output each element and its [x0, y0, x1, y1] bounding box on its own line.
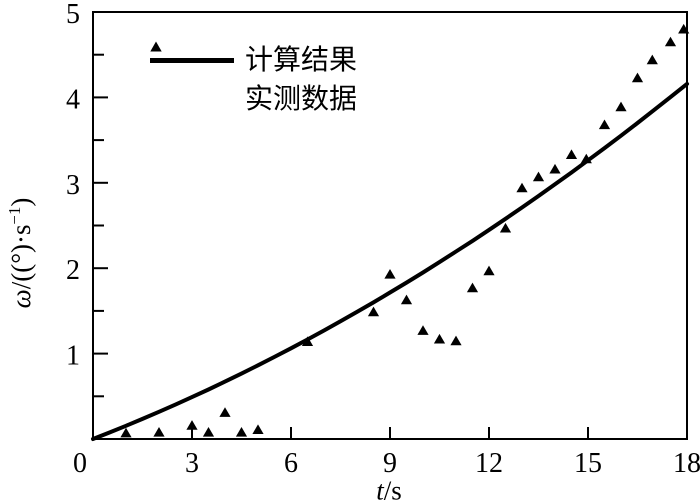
measured-data-point — [615, 101, 627, 112]
measured-data-point — [466, 282, 479, 293]
measured-data-point — [450, 335, 462, 346]
measured-data-point — [367, 306, 380, 317]
measured-data-point — [631, 72, 644, 83]
calculated-result-line — [91, 81, 689, 441]
y-axis-title: ω/((°)·s−1) — [5, 198, 37, 309]
plot-frame — [92, 11, 688, 440]
measured-data-point — [664, 36, 677, 47]
measured-data-point — [646, 54, 658, 65]
triangle-marker-icon — [150, 41, 162, 52]
measured-data-point — [219, 407, 231, 417]
measured-data-point — [678, 23, 690, 34]
measured-data-point — [516, 182, 528, 193]
measured-data-point — [417, 325, 429, 335]
y-tick-label: 2 — [66, 255, 80, 286]
measured-data-point — [580, 153, 592, 164]
y-tick-label: 1 — [66, 341, 80, 372]
y-axis-title-sup: −1 — [5, 206, 24, 225]
measured-data-point — [202, 427, 215, 437]
y-tick-label: 3 — [66, 170, 80, 201]
x-tick-label: 9 — [383, 448, 397, 479]
measured-data-point — [301, 336, 314, 346]
x-tick-label: 18 — [673, 448, 700, 479]
legend-label-calculated: 计算结果 — [245, 45, 358, 76]
x-tick-label: 0 — [73, 448, 87, 479]
x-axis-title-var: t — [376, 475, 384, 504]
x-tick-label: 6 — [284, 448, 298, 479]
solid-line-icon — [150, 58, 234, 63]
measured-data-point — [400, 294, 413, 305]
legend-line-swatch — [150, 58, 234, 63]
y-tick-label: 4 — [66, 84, 80, 115]
x-axis-title: t/s — [376, 476, 402, 504]
measured-data-point — [433, 333, 446, 344]
measured-data-point — [532, 171, 545, 182]
chart-legend: 计算结果 实测数据 — [150, 41, 357, 119]
legend-row-measured: 实测数据 — [150, 41, 358, 119]
y-axis-title-omega: ω — [6, 289, 36, 309]
x-tick-label: 3 — [185, 448, 199, 479]
measured-data-point — [598, 119, 611, 130]
legend-label-measured: 实测数据 — [245, 84, 358, 115]
x-tick-label: 12 — [475, 448, 503, 479]
x-tick-label: 15 — [574, 448, 602, 479]
y-tick-label: 5 — [66, 0, 80, 30]
measured-data-point — [120, 427, 132, 438]
measured-data-point — [186, 420, 198, 430]
measured-data-point — [384, 269, 396, 279]
measured-data-point — [499, 222, 512, 233]
measured-data-point — [549, 163, 561, 174]
measured-data-point — [483, 265, 495, 276]
measured-data-point — [565, 149, 578, 159]
measured-data-point — [235, 427, 248, 437]
y-axis-title-close: ) — [6, 197, 36, 207]
y-axis-title-mid: /((°)·s — [6, 224, 36, 290]
measured-data-point — [153, 427, 165, 437]
measured-data-point — [252, 424, 264, 434]
legend-row-calculated: 计算结果 — [150, 41, 357, 80]
x-axis-title-rest: /s — [383, 475, 402, 504]
